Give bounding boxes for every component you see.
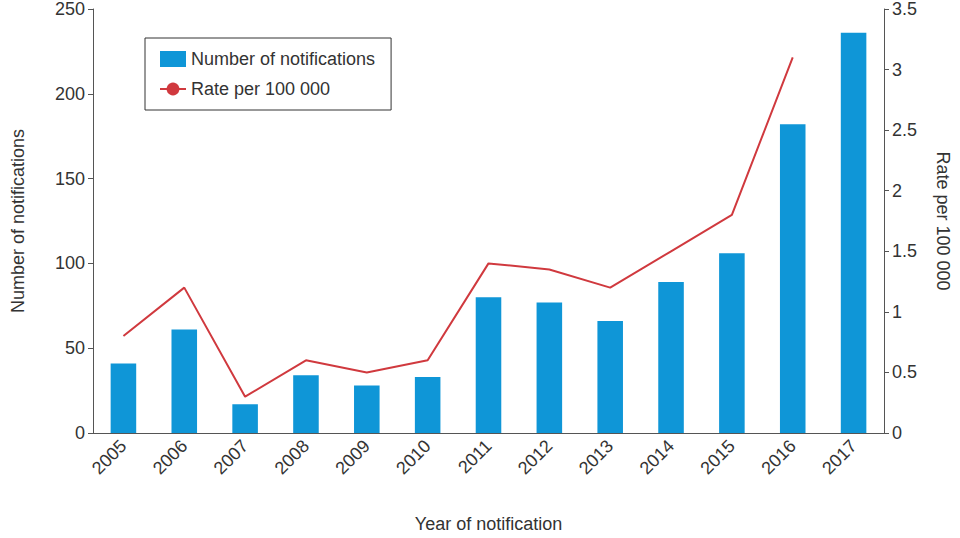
- svg-text:Number of notifications: Number of notifications: [191, 49, 375, 69]
- svg-text:1.5: 1.5: [892, 241, 917, 261]
- svg-text:2005: 2005: [88, 436, 130, 478]
- svg-text:2011: 2011: [454, 436, 495, 477]
- svg-text:0.5: 0.5: [892, 362, 917, 382]
- svg-text:100: 100: [55, 253, 85, 273]
- svg-text:200: 200: [55, 84, 85, 104]
- svg-text:2016: 2016: [757, 436, 799, 478]
- svg-text:Year of notification: Year of notification: [415, 514, 562, 534]
- svg-text:0: 0: [75, 423, 85, 443]
- svg-text:150: 150: [55, 169, 85, 189]
- svg-text:2009: 2009: [331, 436, 373, 478]
- svg-text:250: 250: [55, 0, 85, 19]
- svg-text:0: 0: [892, 423, 902, 443]
- svg-text:2008: 2008: [271, 436, 313, 478]
- svg-text:2013: 2013: [575, 436, 617, 478]
- svg-text:2006: 2006: [149, 436, 191, 478]
- svg-text:3.5: 3.5: [892, 0, 917, 19]
- svg-text:3: 3: [892, 60, 902, 80]
- svg-text:1: 1: [892, 302, 902, 322]
- svg-text:2: 2: [892, 181, 902, 201]
- svg-text:2015: 2015: [697, 436, 739, 478]
- svg-text:2012: 2012: [514, 436, 556, 478]
- svg-text:Rate per 100 000: Rate per 100 000: [933, 151, 953, 290]
- svg-text:2017: 2017: [818, 436, 860, 478]
- svg-text:2.5: 2.5: [892, 120, 917, 140]
- svg-text:2010: 2010: [392, 436, 434, 478]
- svg-text:2014: 2014: [636, 436, 678, 478]
- svg-text:Rate per 100 000: Rate per 100 000: [191, 79, 330, 99]
- svg-text:Number of notifications: Number of notifications: [8, 129, 28, 313]
- svg-text:50: 50: [65, 338, 85, 358]
- svg-text:2007: 2007: [210, 436, 252, 478]
